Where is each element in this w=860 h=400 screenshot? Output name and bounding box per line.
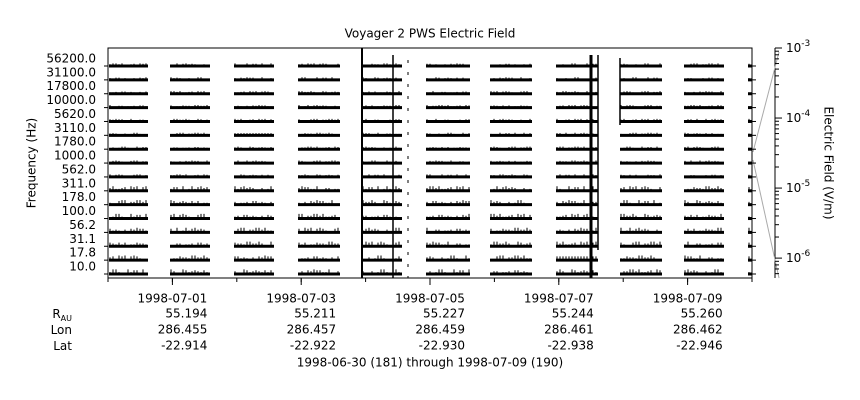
ephemeris-label-text: R <box>52 307 60 321</box>
y-tick-label: 31.1 <box>69 232 96 246</box>
ephemeris-value: -22.930 <box>419 339 465 353</box>
ephemeris-value: 55.194 <box>165 307 207 321</box>
y-tick-label: 311.0 <box>62 176 96 190</box>
y2-tick-exponent: -3 <box>801 39 810 49</box>
ephemeris-value: 55.244 <box>552 307 594 321</box>
y-tick-label: 100.0 <box>62 204 96 218</box>
time-range: 1998-06-30 (181) through 1998-07-09 (190… <box>297 356 563 370</box>
ephemeris-value: 286.459 <box>415 323 465 337</box>
ephemeris-value: 286.455 <box>158 323 208 337</box>
y2-tick-base: 10 <box>786 41 801 55</box>
connector <box>752 51 780 153</box>
ephemeris-label: Lon <box>51 323 72 337</box>
x-tick-label: 1998-07-07 <box>524 292 594 306</box>
y-tick-label: 3110.0 <box>54 121 96 135</box>
ephemeris-label-text: Lon <box>51 323 72 337</box>
ephemeris-value: -22.914 <box>161 339 207 353</box>
y2-tick-exponent: -6 <box>801 249 810 259</box>
ephemeris-label: RAU <box>52 307 72 323</box>
y-tick-label: 10000.0 <box>46 93 96 107</box>
y2-tick-label: 10-5 <box>786 179 810 195</box>
y2-tick-label: 10-6 <box>786 249 811 265</box>
y2-tick-label: 10-4 <box>786 109 811 125</box>
y-tick-label: 17.8 <box>69 246 96 260</box>
x-tick-label: 1998-07-05 <box>395 292 465 306</box>
y2-tick-exponent: -4 <box>801 109 810 119</box>
y-tick-label: 56.2 <box>69 218 96 232</box>
ephemeris-value: -22.922 <box>290 339 336 353</box>
y-tick-label: 56200.0 <box>46 52 96 66</box>
y-tick-label: 31100.0 <box>46 65 96 79</box>
y2-tick-label: 10-3 <box>786 39 810 55</box>
x-tick-label: 1998-07-01 <box>138 292 208 306</box>
y-axis-label: Frequency (Hz) <box>25 118 39 209</box>
ephemeris-value: 55.227 <box>423 307 465 321</box>
y-tick-label: 562.0 <box>62 162 96 176</box>
x-tick-label: 1998-07-09 <box>653 292 723 306</box>
y-tick-label: 10.0 <box>69 260 96 274</box>
ephemeris-label-subscript: AU <box>61 314 72 323</box>
y-tick-label: 17800.0 <box>46 79 96 93</box>
y2-axis-label: Electric Field (V/m) <box>822 106 836 219</box>
ephemeris-label: Lat <box>53 339 72 353</box>
ephemeris-value: -22.938 <box>547 339 593 353</box>
y2-tick-exponent: -5 <box>801 179 810 189</box>
y-tick-label: 5620.0 <box>54 107 96 121</box>
ephemeris-value: -22.946 <box>676 339 722 353</box>
y-tick-label: 178.0 <box>62 190 96 204</box>
x-tick-label: 1998-07-03 <box>266 292 336 306</box>
ephemeris-value: 286.461 <box>544 323 594 337</box>
ephemeris-value: 55.260 <box>681 307 723 321</box>
ephemeris-value: 286.462 <box>673 323 723 337</box>
y2-tick-base: 10 <box>786 181 801 195</box>
y-tick-label: 1000.0 <box>54 149 96 163</box>
connector <box>752 159 780 279</box>
ephemeris-value: 55.211 <box>294 307 336 321</box>
y-tick-label: 1780.0 <box>54 135 96 149</box>
y2-tick-base: 10 <box>786 111 801 125</box>
ephemeris-label-text: Lat <box>53 339 72 353</box>
chart-title: Voyager 2 PWS Electric Field <box>345 27 516 41</box>
y2-tick-base: 10 <box>786 251 801 265</box>
ephemeris-value: 286.457 <box>287 323 337 337</box>
